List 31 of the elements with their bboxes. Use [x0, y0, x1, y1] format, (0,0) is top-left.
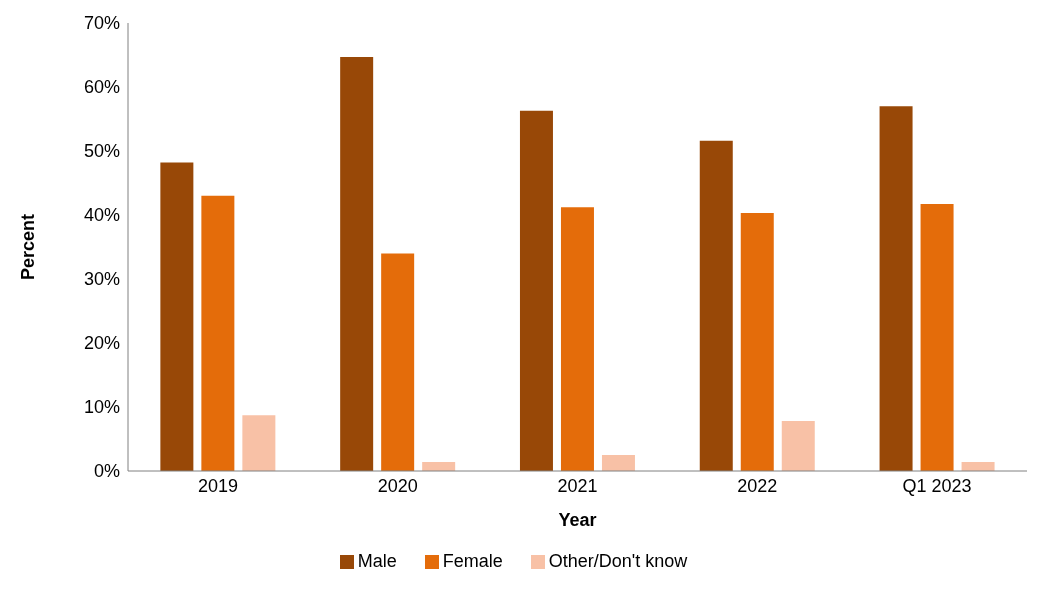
y-axis-title: Percent — [18, 213, 39, 281]
bar — [201, 195, 235, 471]
bar — [601, 455, 635, 471]
y-tick-label: 0% — [93, 461, 120, 482]
bar — [781, 421, 815, 471]
legend-label: Other/Don't know — [548, 551, 688, 571]
bar — [740, 213, 774, 471]
y-tick-label: 10% — [83, 397, 120, 418]
y-tick-label: 50% — [83, 141, 120, 162]
bar — [381, 253, 415, 471]
y-tick-label: 30% — [83, 269, 120, 290]
bar — [920, 204, 954, 471]
bar — [242, 415, 276, 471]
y-tick-label: 60% — [83, 77, 120, 98]
y-tick-label: 70% — [83, 13, 120, 34]
y-tick-label: 20% — [83, 333, 120, 354]
x-axis-title: Year — [558, 509, 597, 530]
x-tick-label: 2021 — [557, 475, 598, 496]
x-tick-label: 2020 — [377, 475, 418, 496]
bar — [699, 140, 733, 471]
bar — [879, 106, 913, 471]
x-tick-label: 2019 — [197, 475, 238, 496]
x-tick-label: Q1 2023 — [902, 475, 972, 496]
bar — [519, 110, 553, 471]
bar — [340, 56, 374, 471]
bar — [560, 207, 594, 471]
bar — [160, 162, 194, 471]
legend-label: Male — [357, 551, 397, 571]
x-tick-label: 2022 — [737, 475, 778, 496]
y-tick-label: 40% — [83, 205, 120, 226]
legend-label: Female — [442, 551, 503, 571]
